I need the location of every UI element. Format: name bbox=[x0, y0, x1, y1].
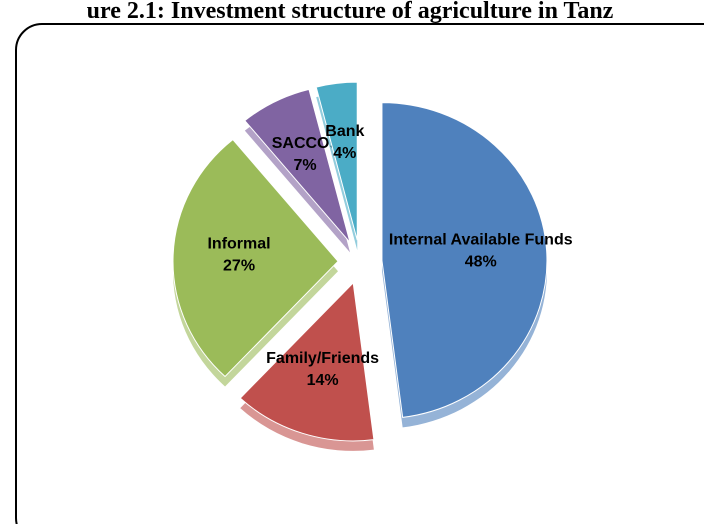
slice bbox=[381, 102, 548, 418]
slice bbox=[244, 88, 351, 243]
slice-label: Internal Available Funds bbox=[389, 232, 573, 249]
slice-label: Bank bbox=[325, 123, 364, 140]
slice-value: 14% bbox=[307, 372, 339, 389]
slice-label: SACCOs bbox=[272, 135, 339, 152]
slice-value: 4% bbox=[333, 145, 356, 162]
slice bbox=[239, 281, 375, 442]
slice-label: Informal bbox=[207, 235, 270, 252]
slice-value: 48% bbox=[465, 254, 497, 271]
slice bbox=[315, 81, 358, 241]
frame bbox=[15, 23, 704, 524]
chart-title: ure 2.1: Investment structure of agricul… bbox=[87, 0, 614, 24]
slice-value: 27% bbox=[223, 257, 255, 274]
slice-value: 7% bbox=[294, 157, 317, 174]
slice bbox=[172, 138, 339, 378]
slice-label: Family/Friends bbox=[266, 350, 379, 367]
